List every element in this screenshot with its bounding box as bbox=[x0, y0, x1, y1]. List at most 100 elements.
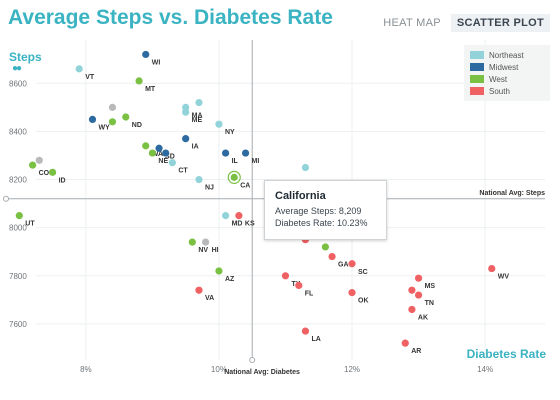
x-tick-label: 12% bbox=[344, 365, 360, 374]
data-point-nd bbox=[122, 113, 130, 121]
x-tick-label: 8% bbox=[80, 365, 92, 374]
data-point-ak bbox=[408, 305, 416, 314]
data-point-co bbox=[29, 161, 37, 169]
tab-heat-map[interactable]: HEAT MAP bbox=[383, 17, 441, 29]
data-point-md bbox=[221, 212, 230, 220]
point-label-ut: UT bbox=[25, 221, 35, 228]
legend-label-south: South bbox=[489, 86, 510, 96]
data-point-me bbox=[182, 108, 190, 116]
legend-item-northeast[interactable]: Northeast bbox=[470, 49, 544, 61]
data-point bbox=[35, 156, 43, 164]
data-point bbox=[108, 103, 117, 111]
data-point-va bbox=[195, 286, 203, 294]
data-point-az bbox=[215, 267, 223, 275]
point-label-ar: AR bbox=[411, 348, 421, 355]
data-point-wa bbox=[142, 142, 150, 150]
point-label-wi: WI bbox=[152, 59, 161, 66]
legend-swatch-west bbox=[470, 75, 484, 83]
point-label-la: LA bbox=[311, 336, 320, 343]
x-tick-label: 14% bbox=[477, 365, 493, 374]
data-point-il bbox=[221, 149, 230, 157]
legend-item-west[interactable]: West bbox=[470, 73, 544, 85]
point-label-ms: MS bbox=[425, 283, 436, 290]
point-label-wv: WV bbox=[498, 274, 510, 281]
tooltip-rate: Diabetes Rate: 10.23% bbox=[275, 218, 368, 228]
y-tick-label: 8600 bbox=[9, 79, 27, 88]
data-point-sc bbox=[348, 260, 356, 268]
avg-steps-line-end bbox=[3, 195, 9, 202]
point-label-ca: CA bbox=[240, 182, 250, 189]
point-label-nj: NJ bbox=[205, 185, 214, 192]
data-point bbox=[321, 243, 330, 251]
tooltip-state-name: California bbox=[275, 190, 326, 202]
point-label-ny: NY bbox=[225, 129, 235, 136]
point-label-fl: FL bbox=[305, 290, 314, 297]
data-point-id bbox=[48, 168, 57, 176]
legend: Northeast Midwest West South bbox=[464, 45, 550, 101]
point-label-az: AZ bbox=[225, 276, 235, 283]
point-label-nd: ND bbox=[132, 122, 142, 129]
tooltip: California Average Steps: 8,209 Diabetes… bbox=[264, 180, 387, 240]
data-point-ia bbox=[182, 135, 190, 143]
data-point-nj bbox=[195, 175, 203, 184]
point-label-md: MD bbox=[232, 221, 243, 228]
legend-label-west: West bbox=[489, 74, 508, 84]
y-tick-label: 8000 bbox=[9, 224, 27, 233]
point-label-ga: GA bbox=[338, 262, 349, 269]
point-label-me: ME bbox=[192, 117, 203, 124]
point-label-ct: CT bbox=[178, 168, 188, 175]
legend-swatch-northeast bbox=[470, 51, 484, 59]
point-label-il: IL bbox=[232, 158, 239, 165]
y-tick-label: 7600 bbox=[9, 320, 27, 329]
point-label-ma: MA bbox=[192, 112, 203, 119]
legend-swatch-midwest bbox=[470, 63, 484, 71]
data-point-nv bbox=[188, 238, 196, 246]
avg-steps-label: National Avg: Steps bbox=[479, 190, 545, 197]
legend-label-midwest: Midwest bbox=[489, 62, 519, 72]
point-label-sc: SC bbox=[358, 269, 368, 276]
data-point-fl bbox=[295, 281, 303, 290]
data-point-ks bbox=[235, 212, 243, 220]
legend-item-south[interactable]: South bbox=[470, 85, 544, 97]
data-point-ut bbox=[15, 212, 23, 220]
data-point-ok bbox=[348, 289, 356, 297]
point-label-tn: TN bbox=[425, 300, 434, 307]
point-label-sd: SD bbox=[165, 153, 175, 160]
y-tick-label: 8400 bbox=[9, 127, 27, 136]
y-axis-title: Steps bbox=[9, 50, 42, 64]
tab-scatter-plot[interactable]: SCATTER PLOT bbox=[450, 14, 550, 32]
data-point-mi bbox=[241, 149, 250, 157]
point-label-mt: MT bbox=[145, 86, 156, 93]
data-point bbox=[108, 118, 117, 126]
data-point-ga bbox=[328, 252, 336, 261]
data-point-ms bbox=[414, 274, 423, 282]
point-label-ks: KS bbox=[245, 221, 255, 228]
point-label-hi: HI bbox=[212, 247, 219, 254]
point-label-ok: OK bbox=[358, 298, 369, 305]
x-axis-title: Diabetes Rate bbox=[466, 347, 546, 361]
view-tabs: HEAT MAP SCATTER PLOT bbox=[377, 14, 550, 32]
y-tick-label: 7800 bbox=[9, 272, 27, 281]
data-point-tx bbox=[281, 272, 290, 280]
point-label-wa: WA bbox=[152, 151, 163, 158]
footprints-icon: ●● bbox=[12, 63, 22, 74]
data-point-ca bbox=[230, 173, 238, 181]
data-point-wv bbox=[488, 264, 496, 273]
y-tick-label: 8200 bbox=[9, 176, 27, 185]
legend-label-northeast: Northeast bbox=[489, 50, 524, 60]
data-point bbox=[408, 286, 416, 294]
data-point bbox=[195, 98, 203, 107]
data-point-ny bbox=[215, 120, 223, 128]
chart-title: Average Steps vs. Diabetes Rate bbox=[8, 6, 333, 29]
point-label-mi: MI bbox=[252, 158, 260, 165]
point-label-ia: IA bbox=[192, 144, 199, 151]
legend-item-midwest[interactable]: Midwest bbox=[470, 61, 544, 73]
point-label-co: CO bbox=[39, 170, 50, 177]
data-point-la bbox=[301, 327, 310, 335]
data-point bbox=[162, 149, 170, 157]
selected-point-ring bbox=[227, 170, 241, 184]
data-point-vt bbox=[75, 65, 83, 73]
data-point-wy bbox=[88, 115, 97, 123]
point-label-vt: VT bbox=[85, 74, 95, 81]
data-point-wi bbox=[142, 50, 150, 59]
